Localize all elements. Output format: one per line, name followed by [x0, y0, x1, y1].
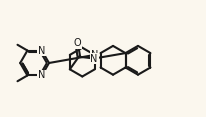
Text: N: N [91, 50, 98, 60]
Text: N: N [38, 46, 46, 56]
Text: N: N [38, 70, 46, 80]
Text: O: O [73, 38, 81, 48]
Text: N: N [90, 53, 98, 64]
